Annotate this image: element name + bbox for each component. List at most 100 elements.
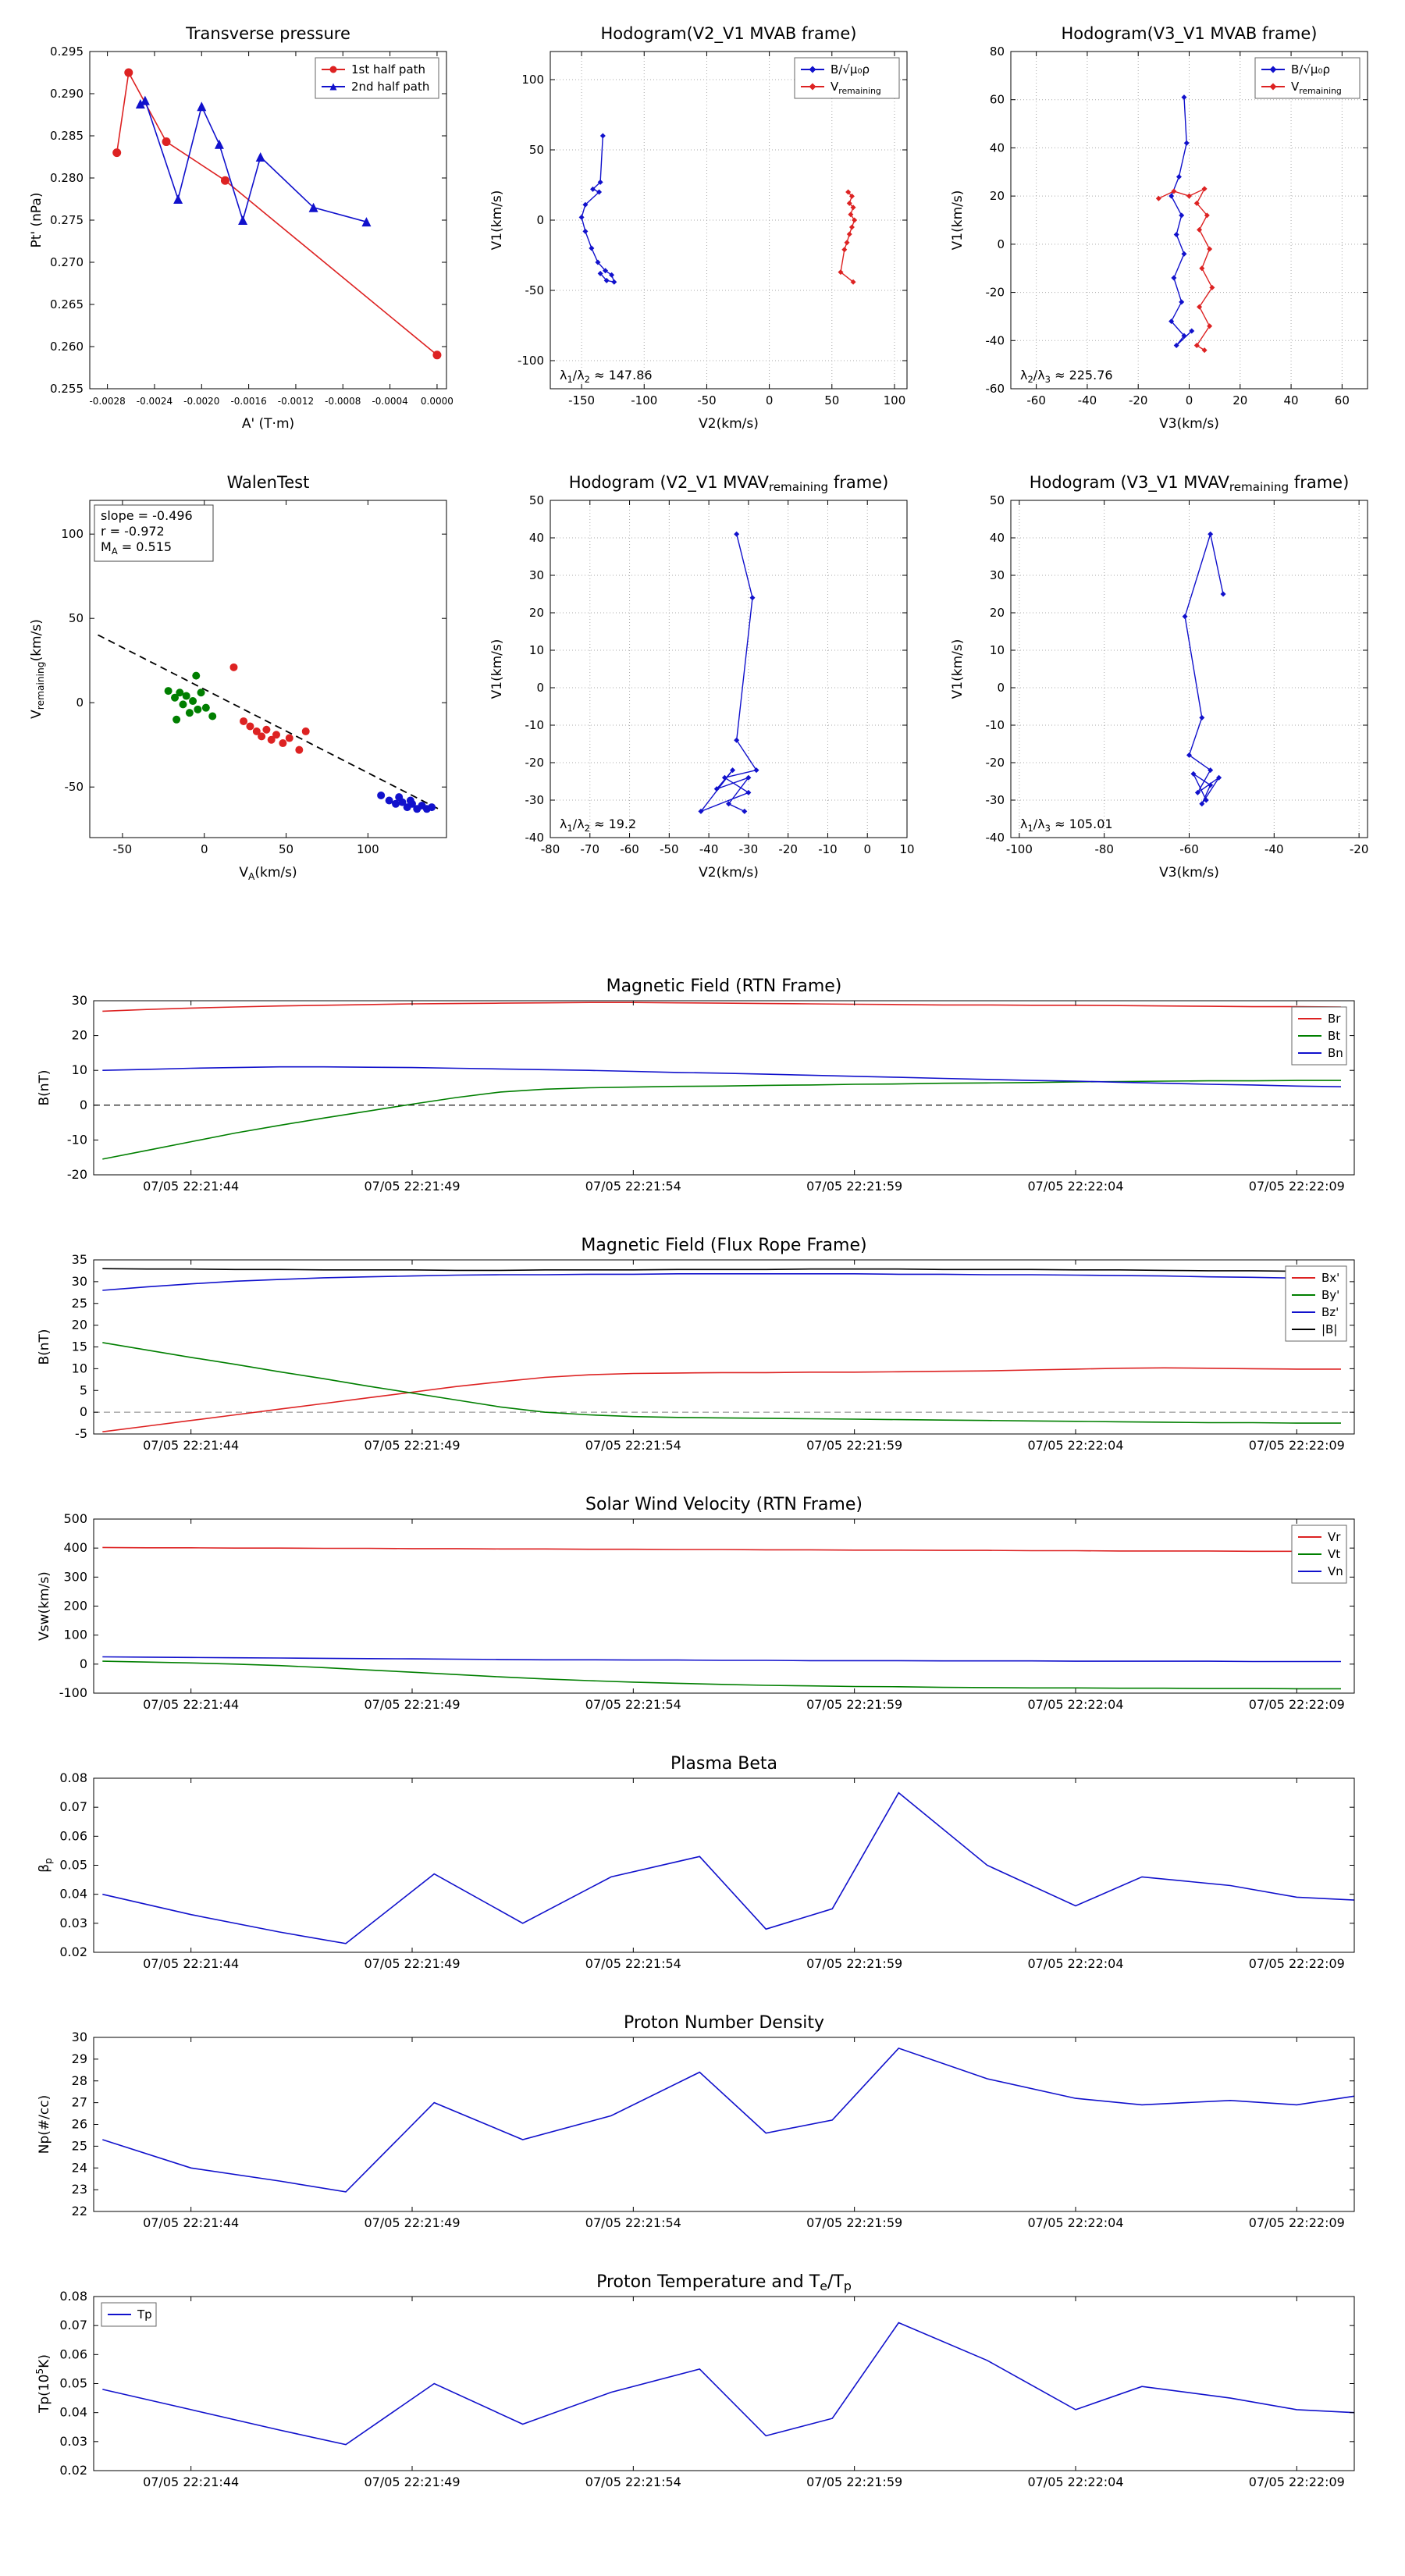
- y-tick-label: 0: [80, 1098, 87, 1112]
- series-Vn: [102, 1656, 1341, 1663]
- y-tick-label: 0.285: [50, 129, 84, 143]
- plot-frame: [550, 500, 908, 838]
- y-tick-label: 100: [61, 527, 84, 541]
- series-Tp: [102, 2322, 1355, 2446]
- y-tick-label: 50: [990, 493, 1005, 507]
- y-tick-label: 200: [63, 1599, 87, 1614]
- x-tick-label: 07/05 22:21:59: [806, 2475, 902, 2489]
- y-axis-label: Vsw(km/s): [37, 1571, 52, 1641]
- legend-label: B/√μ₀ρ: [831, 62, 870, 76]
- y-tick-label: -20: [986, 286, 1005, 300]
- series-Boversqrtmu0rho: [1168, 94, 1195, 348]
- y-tick-label: 0: [536, 213, 544, 227]
- transverse-pressure-chart: -0.0028 -0.0024 -0.0020 -0.0016 -0.0012 -0.00…: [23, 16, 461, 437]
- y-tick-label: 0.295: [50, 44, 84, 59]
- y-tick-label: 20: [529, 606, 544, 620]
- legend-label: Bx': [1321, 1271, 1339, 1285]
- x-axis-label: V3(km/s): [1159, 416, 1219, 432]
- y-tick-label: 0.275: [50, 213, 84, 227]
- legend-label: Bn: [1328, 1046, 1343, 1060]
- legend-label: Bz': [1321, 1305, 1339, 1319]
- series-Vr: [102, 1546, 1341, 1553]
- x-tick-label: -0.0008: [325, 396, 361, 407]
- x-tick-label: 07/05 22:22:09: [1249, 2215, 1345, 2230]
- chart-title: Hodogram(V2_V1 MVAB frame): [601, 24, 857, 44]
- plot-frame: [93, 1777, 1355, 1953]
- y-axis-label: B(nT): [37, 1329, 52, 1364]
- y-tick-label: 50: [529, 143, 544, 157]
- series-Bz: [102, 1272, 1342, 1291]
- y-tick-label: 0.04: [59, 2405, 87, 2420]
- series-Vremaining: [1155, 186, 1215, 354]
- y-tick-label: 35: [72, 1252, 87, 1267]
- plot-frame: [89, 500, 447, 838]
- series-Bn: [102, 1066, 1342, 1087]
- y-tick-label: -40: [986, 831, 1005, 845]
- x-tick-label: 07/05 22:21:59: [806, 1179, 902, 1194]
- x-tick-label: -80: [1094, 842, 1114, 856]
- legend: B/√μ₀ρ Vremaining: [1254, 57, 1361, 99]
- x-tick-label: -50: [660, 842, 679, 856]
- x-tick-label: -50: [113, 842, 133, 856]
- x-tick-label: 07/05 22:21:44: [143, 1179, 239, 1194]
- x-tick-label: 07/05 22:22:09: [1249, 1438, 1345, 1453]
- series-redpoints: [229, 663, 310, 754]
- magnetic-field-flux-rope-chart: 07/05 22:21:44 07/05 22:21:49 07/05 22:21:…: [31, 1227, 1374, 1465]
- x-tick-label: 07/05 22:21:54: [585, 1438, 681, 1453]
- y-tick-label: 10: [990, 643, 1005, 657]
- y-tick-label: -10: [986, 718, 1005, 732]
- y-tick-label: 80: [990, 44, 1005, 59]
- y-tick-label: 0: [997, 681, 1005, 695]
- y-tick-label: 0.07: [59, 1799, 87, 1814]
- x-tick-label: -40: [699, 842, 719, 856]
- y-tick-label: 40: [990, 141, 1005, 155]
- y-tick-label: 0.260: [50, 340, 84, 354]
- series-Boversqrtmu0rho: [578, 133, 617, 285]
- walen-svg: -50 0 50 100 -50 0 50 100 WalenTest VA(km/s) Vrema…: [29, 473, 447, 882]
- x-tick-label: 0: [1186, 393, 1193, 407]
- x-tick-label: 07/05 22:22:04: [1027, 1438, 1123, 1453]
- x-tick-label: 07/05 22:22:04: [1027, 1956, 1123, 1971]
- x-tick-label: 07/05 22:22:04: [1027, 1179, 1123, 1194]
- legend-label: Br: [1328, 1012, 1341, 1026]
- ptemp-svg: 07/05 22:21:44 07/05 22:21:49 07/05 22:21:…: [34, 2272, 1355, 2489]
- y-tick-label: 25: [72, 1296, 87, 1311]
- legend-label: Vremaining: [831, 80, 881, 96]
- brtn-svg: 07/05 22:21:44 07/05 22:21:49 07/05 22:21:…: [37, 977, 1355, 1194]
- x-tick-label: 07/05 22:22:09: [1249, 1179, 1345, 1194]
- legend-label: Vr: [1328, 1530, 1341, 1544]
- beta-svg: 07/05 22:21:44 07/05 22:21:49 07/05 22:21:…: [37, 1754, 1355, 1971]
- x-tick-label: 07/05 22:21:44: [143, 1438, 239, 1453]
- y-tick-label: -50: [525, 283, 545, 297]
- x-tick-label: 07/05 22:21:54: [585, 2215, 681, 2230]
- y-tick-label: -30: [525, 793, 545, 807]
- y-tick-label: 0.08: [59, 1770, 87, 1785]
- legend: Vr Vt Vn: [1291, 1525, 1347, 1584]
- x-tick-label: -20: [778, 842, 798, 856]
- x-tick-label: 07/05 22:21:44: [143, 2475, 239, 2489]
- series-Bt: [102, 1080, 1341, 1160]
- x-tick-label: 07/05 22:21:49: [364, 2475, 460, 2489]
- x-tick-label: -60: [620, 842, 639, 856]
- y-axis-label: βp: [37, 1858, 54, 1873]
- y-tick-label: 29: [72, 2051, 87, 2066]
- x-tick-label: 50: [279, 842, 293, 856]
- x-axis-label: A' (T·m): [242, 416, 294, 432]
- annotation-box: [94, 504, 214, 562]
- chart-title: Hodogram (V2_V1 MVAVremaining frame): [569, 473, 889, 494]
- legend: B/√μ₀ρ Vremaining: [794, 57, 900, 99]
- y-tick-label: 0: [76, 696, 84, 710]
- x-tick-label: -0.0012: [278, 396, 314, 407]
- x-axis-label: V3(km/s): [1159, 865, 1219, 881]
- chart-title: Proton Temperature and Te/Tp: [596, 2272, 852, 2293]
- x-tick-label: -70: [581, 842, 600, 856]
- x-tick-label: -0.0004: [372, 396, 407, 407]
- annotation-text: MA = 0.515: [101, 539, 172, 557]
- y-tick-label: 23: [72, 2182, 87, 2197]
- y-tick-label: -50: [65, 780, 84, 794]
- series-B: [102, 1268, 1342, 1272]
- x-tick-label: -10: [818, 842, 838, 856]
- legend: Tp: [101, 2302, 157, 2327]
- chart-title: WalenTest: [227, 473, 310, 492]
